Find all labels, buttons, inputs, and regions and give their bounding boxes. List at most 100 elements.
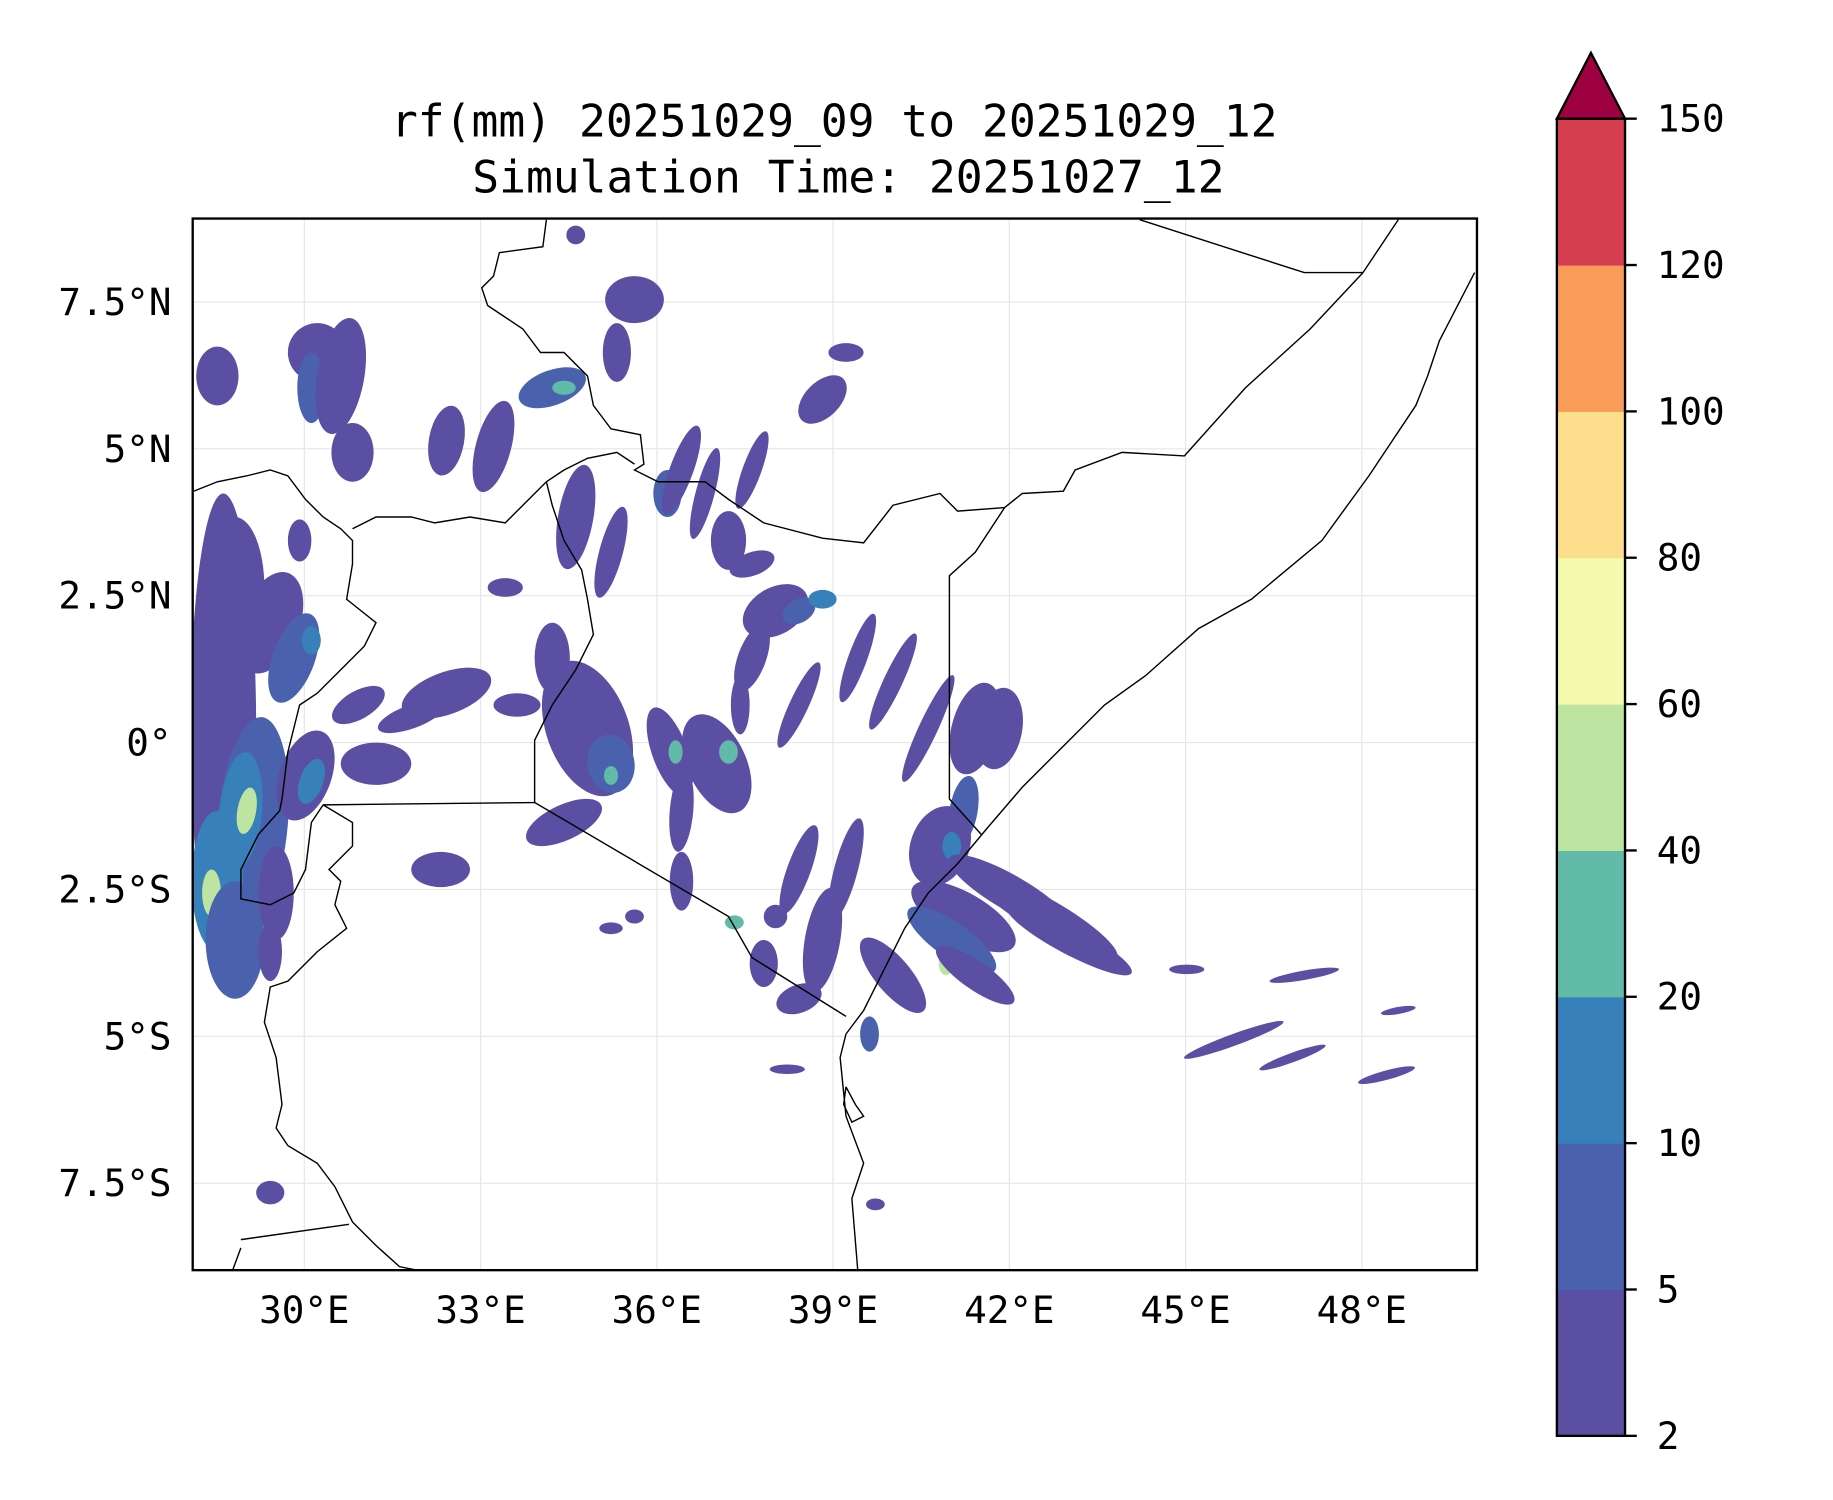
rain-contour — [196, 346, 239, 406]
colorbar-tick-label: 60 — [1657, 682, 1702, 726]
colorbar-segment — [1556, 1143, 1626, 1291]
rain-contour — [681, 714, 752, 814]
boundary-line — [323, 801, 535, 806]
rain-contour — [377, 700, 445, 734]
rain-contour — [258, 922, 283, 982]
x-tick-label: 48°E — [1317, 1288, 1407, 1332]
rain-contour — [236, 787, 257, 834]
rain-contour — [808, 589, 837, 609]
rain-contour — [594, 506, 628, 598]
boundary-line — [480, 219, 1364, 544]
rain-contour — [587, 734, 635, 793]
rain-contour — [769, 1064, 805, 1074]
rain-contour — [859, 937, 927, 1013]
x-tick-label: 45°E — [1140, 1288, 1231, 1332]
boundary-line — [948, 507, 1006, 835]
rain-contour — [734, 624, 770, 692]
colorbar-tick-label: 100 — [1657, 389, 1725, 433]
y-tick-label: 0° — [126, 721, 171, 765]
boundary-line — [240, 1223, 350, 1241]
rain-contour — [865, 1198, 885, 1211]
rain-contour — [1259, 1044, 1326, 1071]
y-tick-label: 5°N — [104, 427, 172, 471]
rain-contour — [839, 613, 877, 703]
rain-contour — [828, 343, 864, 362]
rain-contour — [911, 880, 1016, 953]
colorbar-tick-label: 120 — [1657, 243, 1725, 287]
colorbar-tick-label: 2 — [1657, 1414, 1680, 1458]
rain-contour — [552, 380, 576, 395]
rain-contour — [331, 422, 374, 482]
rain-contour — [301, 626, 321, 655]
rain-contour — [625, 909, 644, 924]
boundary-line — [193, 469, 377, 906]
rain-contour — [297, 758, 326, 804]
colorbar-segment — [1556, 704, 1626, 852]
x-tick-label: 42°E — [964, 1288, 1055, 1332]
boundary-line — [263, 804, 418, 1271]
rain-contour — [556, 464, 596, 570]
rain-contour — [942, 831, 962, 861]
rain-contour — [719, 740, 738, 764]
x-tick-label: 39°E — [788, 1288, 879, 1332]
boundary-line — [842, 1086, 865, 1124]
colorbar-tick-label: 20 — [1657, 975, 1702, 1019]
y-axis: 7.5°N 5°N 2.5°N 0° 2.5°S 5°S 7.5°S — [58, 280, 171, 1205]
colorbar-segment — [1556, 557, 1626, 705]
colorbar-tick-label: 10 — [1657, 1121, 1702, 1165]
map-area — [192, 218, 1477, 1271]
rain-contour — [315, 317, 367, 434]
map-frame — [191, 217, 1479, 1272]
colorbar-segment — [1556, 850, 1626, 998]
rain-contour — [749, 939, 778, 987]
colorbar-tick-label: 5 — [1657, 1267, 1680, 1311]
y-tick-label: 7.5°S — [58, 1161, 171, 1205]
rain-contour — [742, 584, 809, 638]
rain-contour — [776, 983, 822, 1015]
boundary-line — [352, 451, 635, 530]
rain-contour — [603, 766, 619, 785]
y-tick-label: 7.5°N — [58, 280, 171, 324]
rain-contour — [566, 225, 586, 245]
colorbar-segment — [1556, 118, 1626, 266]
rain-contour — [974, 687, 1023, 770]
boundary-line — [231, 1247, 242, 1271]
rain-contour — [668, 740, 683, 764]
rain-contour — [605, 276, 664, 324]
colorbar-segment — [1556, 996, 1626, 1144]
rain-contour — [1358, 1066, 1415, 1084]
rain-contour — [525, 798, 603, 847]
rain-contour — [860, 1016, 879, 1052]
rain-contour — [777, 662, 821, 748]
chart-subtitle: Simulation Time: 20251027_12 — [472, 152, 1224, 204]
y-tick-label: 5°S — [104, 1014, 172, 1058]
boundary-line — [1139, 219, 1399, 274]
rain-contour — [487, 578, 523, 597]
rain-contour — [669, 851, 694, 911]
colorbar-frame — [1555, 117, 1627, 1438]
colorbar-tick-label: 80 — [1657, 536, 1702, 580]
x-axis: 30°E 33°E 36°E 39°E 42°E 45°E 48°E — [259, 1288, 1407, 1332]
x-tick-label: 36°E — [612, 1288, 703, 1332]
rain-contour — [669, 769, 694, 852]
rain-contour — [340, 742, 412, 785]
boundary-line — [839, 272, 1476, 1271]
boundary-line — [533, 481, 847, 1017]
rain-contour — [763, 904, 788, 929]
x-tick-label: 33°E — [435, 1288, 526, 1332]
chart-title: rf(mm) 20251029_09 to 20251029_12 — [391, 95, 1278, 147]
colorbar-extend-triangle — [1554, 50, 1627, 120]
rain-contour — [599, 922, 623, 935]
rain-contour — [661, 425, 702, 515]
colorbar-segment — [1556, 265, 1626, 412]
colorbar: 2 5 10 20 40 60 80 100 120 150 — [1554, 50, 1725, 1458]
rain-contour — [730, 675, 750, 735]
y-tick-label: 2.5°S — [58, 867, 171, 911]
rain-contour — [779, 825, 819, 914]
rain-contour — [472, 400, 515, 493]
rain-contour — [907, 906, 997, 974]
rain-contour — [534, 622, 570, 694]
rain-contour — [331, 685, 385, 725]
rain-contour — [782, 597, 816, 625]
